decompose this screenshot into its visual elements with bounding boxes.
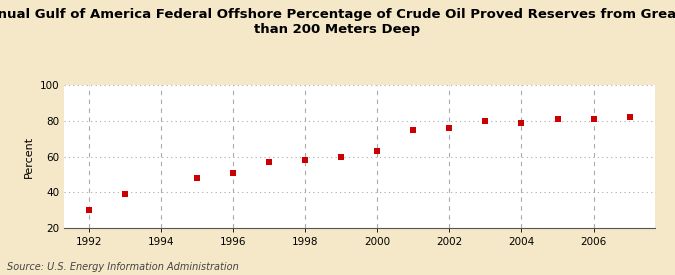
Text: Source: U.S. Energy Information Administration: Source: U.S. Energy Information Administ… xyxy=(7,262,238,272)
Y-axis label: Percent: Percent xyxy=(24,136,34,178)
Point xyxy=(372,149,383,153)
Point xyxy=(264,160,275,164)
Point xyxy=(192,176,202,180)
Text: Annual Gulf of America Federal Offshore Percentage of Crude Oil Proved Reserves : Annual Gulf of America Federal Offshore … xyxy=(0,8,675,36)
Point xyxy=(408,128,419,132)
Point xyxy=(552,117,563,121)
Point xyxy=(516,120,527,125)
Point xyxy=(480,119,491,123)
Point xyxy=(588,117,599,121)
Point xyxy=(300,158,310,163)
Point xyxy=(336,155,347,159)
Point xyxy=(84,208,95,213)
Point xyxy=(120,192,131,196)
Point xyxy=(228,170,239,175)
Point xyxy=(444,126,455,130)
Point xyxy=(624,115,635,120)
